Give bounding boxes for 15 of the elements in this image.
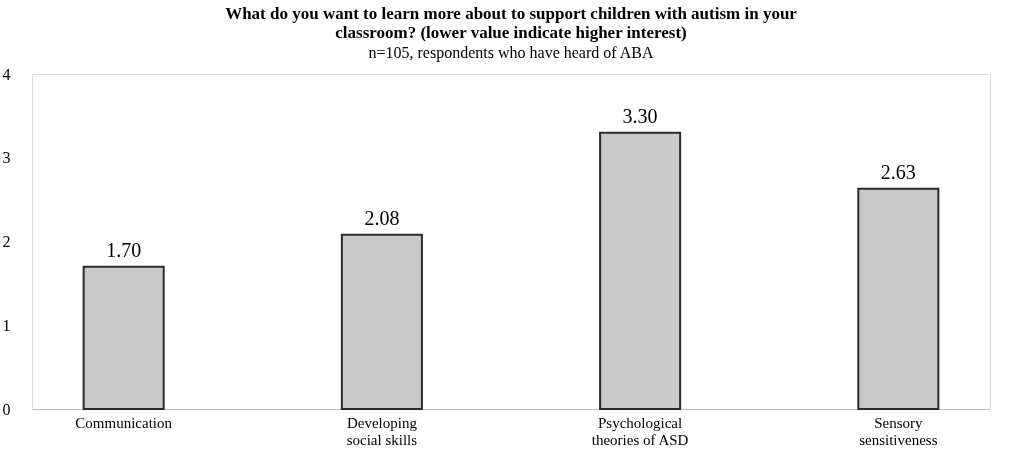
x-tick-label: Developing social skills [346,414,418,448]
data-label: 2.63 [880,160,916,183]
x-tick-label: Sensory sensitiveness [859,414,938,448]
y-tick-label: 4 [2,65,11,83]
data-label: 1.70 [106,238,142,261]
y-tick-label: 2 [2,233,11,250]
y-tick-label: 3 [2,149,11,167]
x-tick-label: Psychological theories of ASD [591,414,689,448]
x-tick-label: Communication [75,414,173,431]
chart-subtitle: n=105, respondents who have heard of ABA [368,44,654,62]
y-tick-label: 0 [2,400,11,418]
y-tick-label: 1 [2,316,11,334]
chart-title: What do you want to learn more about to support children with autism in your classroom? (lower value indicate higher interest) [225,4,798,42]
data-label: 2.08 [364,206,400,229]
data-label: 3.30 [622,104,658,127]
